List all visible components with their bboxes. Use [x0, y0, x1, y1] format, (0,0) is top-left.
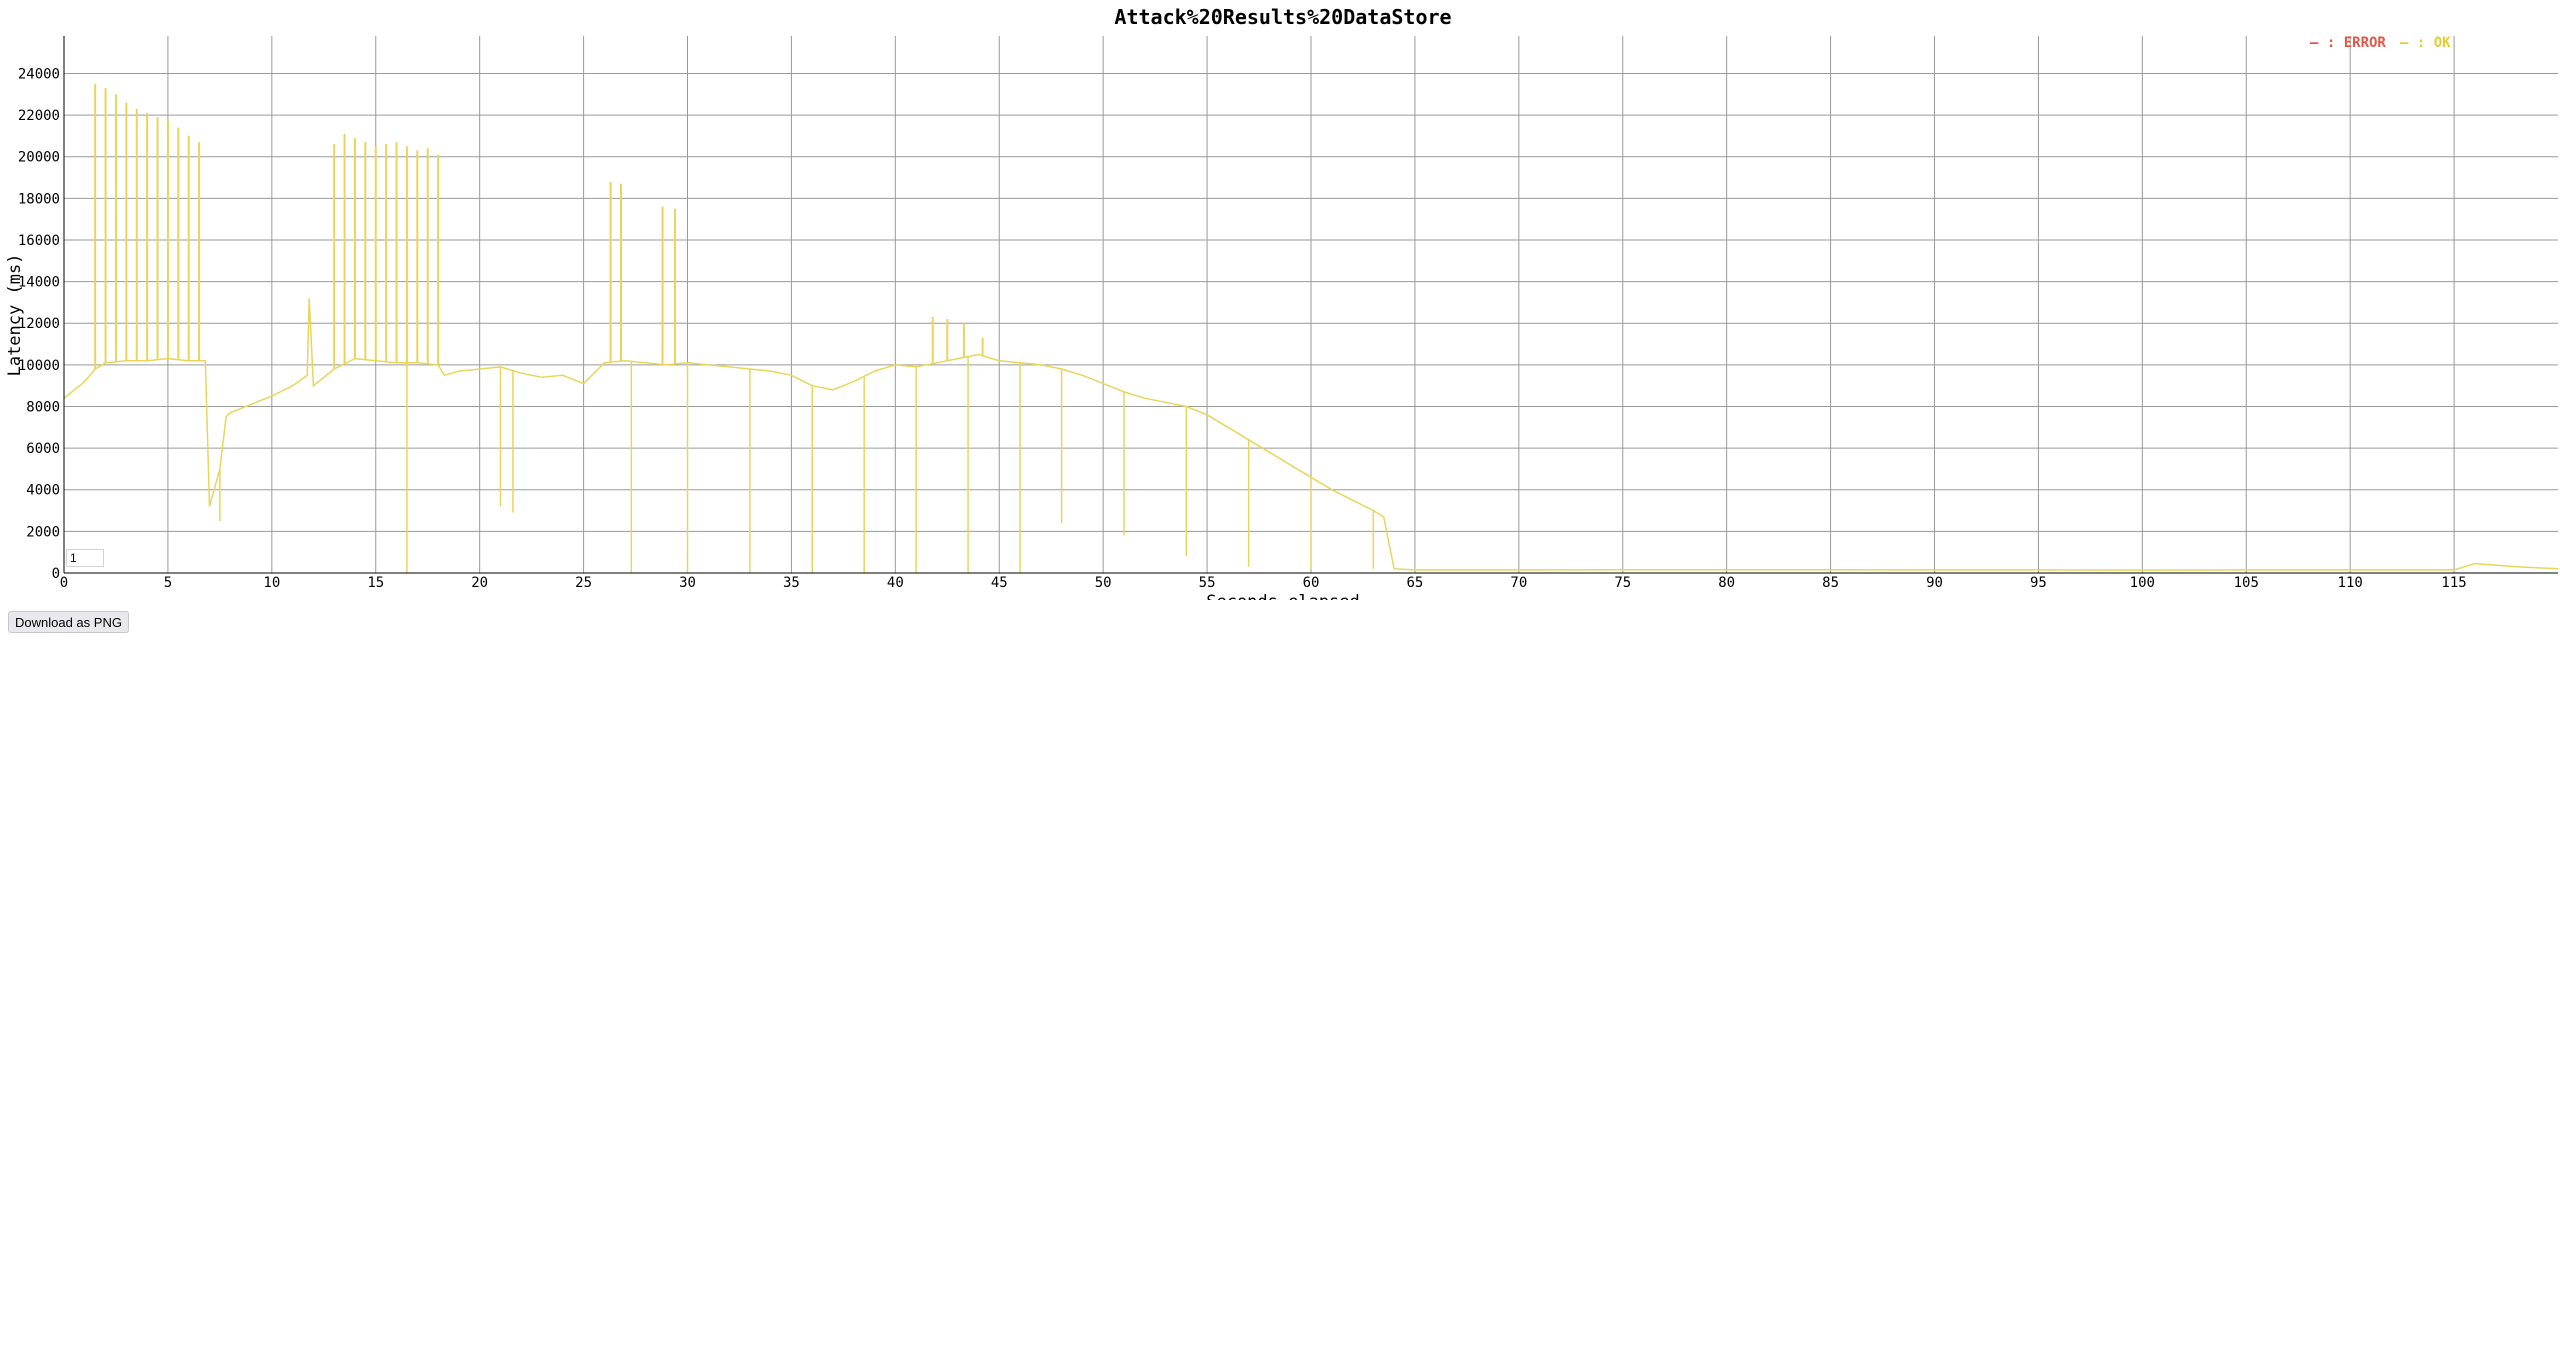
- x-tick-label-7: 35: [783, 575, 800, 591]
- y-tick-label-12: 24000: [18, 66, 60, 82]
- y-tick-label-9: 18000: [18, 191, 60, 207]
- y-tick-label-11: 22000: [18, 108, 60, 124]
- y-axis-title: Latency (ms): [5, 254, 25, 377]
- x-tick-label-10: 50: [1095, 575, 1112, 591]
- x-tick-label-2: 10: [263, 575, 280, 591]
- y-tick-label-8: 16000: [18, 233, 60, 249]
- axes: 0 5 10 15 20 25 30 35 40 45 50 55 60 65 70 75 80 85 90 95 10…: [18, 36, 2558, 591]
- x-tick-label-11: 55: [1199, 575, 1216, 591]
- x-axis-title: Seconds elapsed: [1206, 592, 1360, 600]
- x-tick-label-21: 105: [2234, 575, 2259, 591]
- y-tick-label-3: 6000: [26, 441, 60, 457]
- y-tick-label-1: 2000: [26, 524, 60, 540]
- legend: — : ERROR — : OK: [2310, 35, 2451, 51]
- y-tick-label-5: 10000: [18, 358, 60, 374]
- x-tick-label-17: 85: [1822, 575, 1839, 591]
- x-tick-label-18: 90: [1926, 575, 1943, 591]
- latency-chart: Attack%20Results%20DataStore 0 5 10 15 20 25 3…: [0, 0, 2560, 612]
- x-tick-label-20: 100: [2130, 575, 2155, 591]
- x-tick-label-16: 80: [1718, 575, 1735, 591]
- y-tick-label-6: 12000: [18, 316, 60, 332]
- y-tick-label-10: 20000: [18, 150, 60, 166]
- resolution-input[interactable]: [66, 549, 104, 567]
- y-tick-label-4: 8000: [26, 399, 60, 415]
- x-tick-label-14: 70: [1510, 575, 1527, 591]
- x-tick-label-23: 115: [2441, 575, 2466, 591]
- y-tick-label-7: 14000: [18, 275, 60, 291]
- y-tick-label-2: 4000: [26, 483, 60, 499]
- chart-svg: Attack%20Results%20DataStore 0 5 10 15 20 25 3…: [5, 5, 2559, 612]
- x-tick-label-1: 5: [164, 575, 172, 591]
- x-tick-label-22: 110: [2338, 575, 2363, 591]
- x-tick-label-9: 45: [991, 575, 1008, 591]
- x-tick-label-13: 65: [1406, 575, 1423, 591]
- x-tick-label-6: 30: [679, 575, 696, 591]
- legend-entry-ok: — : OK: [2400, 35, 2451, 51]
- x-tick-label-19: 95: [2030, 575, 2047, 591]
- x-tick-label-8: 40: [887, 575, 904, 591]
- series-layer: [63, 83, 2559, 573]
- x-tick-label-3: 15: [367, 575, 384, 591]
- x-tick-label-15: 75: [1614, 575, 1631, 591]
- x-tick-label-12: 60: [1303, 575, 1320, 591]
- x-tick-label-5: 25: [575, 575, 592, 591]
- x-tick-label-0: 0: [60, 575, 68, 591]
- x-tick-label-4: 20: [471, 575, 488, 591]
- download-png-button[interactable]: Download as PNG: [8, 611, 129, 633]
- legend-entry-error: — : ERROR: [2310, 35, 2386, 51]
- chart-title: Attack%20Results%20DataStore: [1114, 5, 1451, 29]
- y-tick-label-0: 0: [52, 566, 60, 582]
